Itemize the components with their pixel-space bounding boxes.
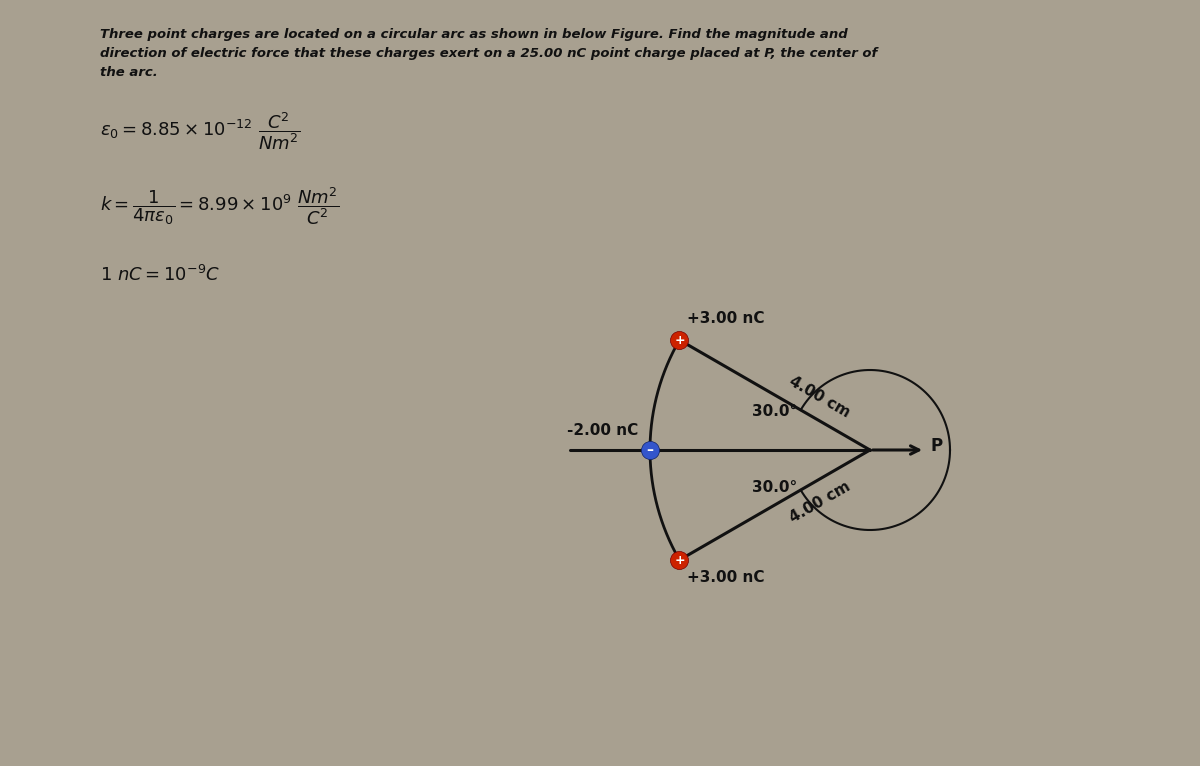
Text: +3.00 nC: +3.00 nC [688,570,764,585]
Text: +: + [674,554,685,567]
Text: 30.0°: 30.0° [752,404,798,420]
Text: $1\ nC = 10^{-9}C$: $1\ nC = 10^{-9}C$ [100,265,220,285]
Text: 30.0°: 30.0° [752,480,798,496]
Text: direction of electric force that these charges exert on a 25.00 nC point charge : direction of electric force that these c… [100,47,877,60]
Text: the arc.: the arc. [100,66,157,79]
Text: 4.00 cm: 4.00 cm [787,480,853,526]
Text: –: – [647,443,654,457]
Text: P: P [930,437,942,455]
Text: +3.00 nC: +3.00 nC [688,311,764,326]
Text: $k = \dfrac{1}{4\pi\varepsilon_0} = 8.99 \times 10^{9}\ \dfrac{Nm^2}{C^2}$: $k = \dfrac{1}{4\pi\varepsilon_0} = 8.99… [100,185,340,227]
Text: +: + [674,333,685,346]
Text: Three point charges are located on a circular arc as shown in below Figure. Find: Three point charges are located on a cir… [100,28,847,41]
Text: $\varepsilon_0 = 8.85 \times 10^{-12}\ \dfrac{C^2}{Nm^2}$: $\varepsilon_0 = 8.85 \times 10^{-12}\ \… [100,110,300,152]
Text: 4.00 cm: 4.00 cm [787,374,853,421]
Text: -2.00 nC: -2.00 nC [566,423,638,438]
